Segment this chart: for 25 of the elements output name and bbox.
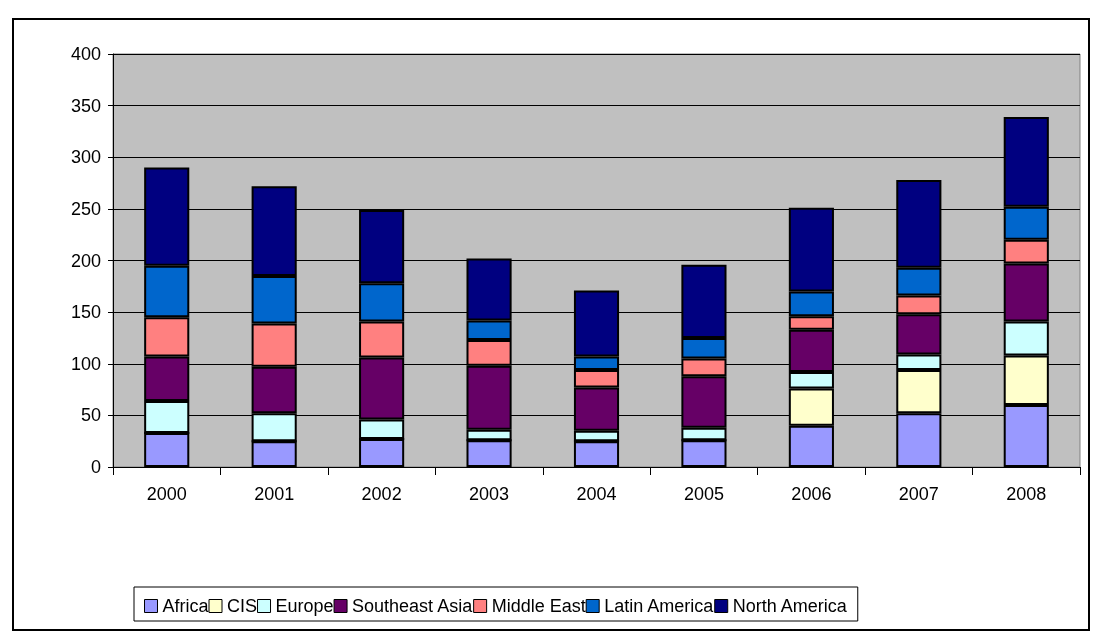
x-tick-label: 2004 [576, 484, 617, 504]
legend-label: Europe [275, 596, 334, 616]
y-tick-label: 300 [70, 147, 101, 168]
legend-label: Middle East [491, 596, 586, 616]
y-tick-label: 100 [70, 353, 101, 374]
legend-label: Latin America [604, 596, 715, 616]
x-tick-label: 2001 [254, 484, 295, 504]
x-tick-label: 2006 [791, 484, 832, 504]
y-tick-label: 0 [90, 457, 101, 477]
legend-label: Africa [162, 596, 210, 616]
legend-label: North America [732, 596, 848, 616]
y-tick-label: 150 [70, 302, 101, 323]
legend-label: CIS [227, 596, 258, 616]
x-tick-label: 2005 [683, 484, 724, 504]
legend-label: Southeast Asia [352, 596, 474, 616]
x-tick-label: 2000 [146, 484, 187, 504]
x-tick-label: 2008 [1006, 484, 1047, 504]
y-tick-label: 250 [70, 198, 101, 219]
y-tick-label: 50 [80, 405, 101, 426]
x-tick-label: 2003 [469, 484, 510, 504]
x-tick-label: 2007 [898, 484, 939, 504]
y-tick-label: 200 [70, 250, 101, 271]
y-tick-label: 400 [70, 44, 101, 64]
y-tick-label: 350 [70, 95, 101, 116]
x-tick-label: 2002 [361, 484, 402, 504]
